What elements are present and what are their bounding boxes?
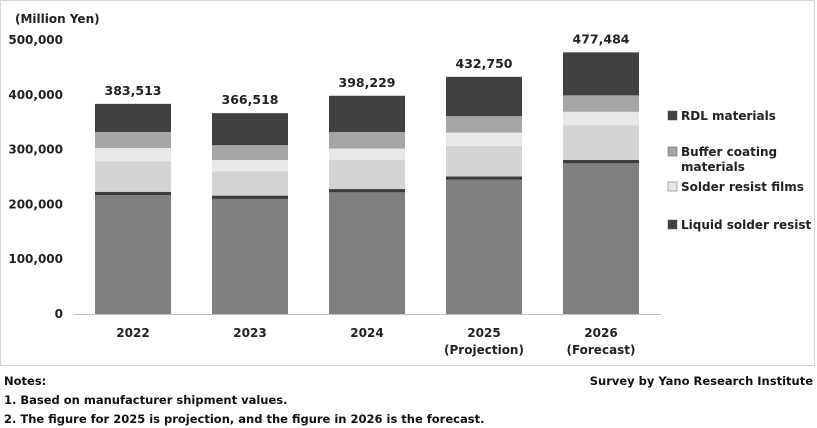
bar-segment (446, 76, 522, 117)
bar-segment (563, 95, 639, 112)
bar-total-label: 366,518 (222, 92, 279, 107)
x-category-label: 2025 (467, 326, 500, 340)
legend-swatch (667, 181, 678, 192)
bar-segment (446, 176, 522, 180)
bar-segment (95, 132, 171, 148)
bar-segment (329, 160, 405, 190)
legend-label-cont: materials (681, 160, 745, 174)
bar-segment (563, 125, 639, 161)
bar-segment (95, 147, 171, 162)
bar-segment (212, 198, 288, 314)
note-line-1: 1. Based on manufacturer shipment values… (4, 393, 288, 407)
bar-segment (212, 113, 288, 146)
bar-segment (95, 191, 171, 196)
bar-segment (95, 103, 171, 133)
bar-segment (446, 179, 522, 314)
bar-segment (563, 52, 639, 96)
bar-segment (95, 195, 171, 314)
y-tick-label: 500,000 (8, 33, 63, 47)
x-category-sublabel: (Forecast) (566, 343, 635, 357)
bar-segment (329, 189, 405, 193)
x-category-label: 2023 (233, 326, 266, 340)
bar-segment (563, 111, 639, 126)
bar-total-label: 383,513 (105, 83, 162, 98)
note-line-2: 2. The figure for 2025 is projection, an… (4, 412, 485, 426)
x-category-label: 2026 (584, 326, 617, 340)
bar-segment (563, 163, 639, 314)
bar-segment (329, 95, 405, 133)
notes-heading: Notes: (4, 374, 47, 388)
x-category-label: 2022 (116, 326, 149, 340)
bar-segment (563, 160, 639, 164)
bar-total-label: 432,750 (456, 56, 513, 71)
bar-total-label: 477,484 (573, 31, 630, 46)
bar-segment (446, 116, 522, 133)
legend-swatch (667, 219, 678, 230)
bar-segment (212, 195, 288, 199)
bar-segment (212, 145, 288, 161)
x-category-label: 2024 (350, 326, 383, 340)
bar-segment (212, 171, 288, 196)
legend-swatch (667, 146, 678, 157)
chart-frame: (Million Yen) 0 100,000 200,000 300,000 400,0… (0, 0, 815, 366)
bar-segment (95, 161, 171, 192)
legend-swatch (667, 110, 678, 121)
bar-segment (329, 148, 405, 161)
legend-label: Buffer coating (681, 145, 777, 159)
source-credit: Survey by Yano Research Institute (589, 374, 813, 388)
y-tick-label: 400,000 (8, 88, 63, 102)
bar-segment (212, 160, 288, 172)
market-size-chart: (Million Yen) 0 100,000 200,000 300,000 400,0… (8, 12, 812, 357)
y-tick-label: 300,000 (8, 143, 63, 157)
unit-label: (Million Yen) (15, 12, 100, 26)
y-tick-label: 100,000 (8, 252, 63, 266)
legend-label: Liquid solder resist (681, 218, 812, 232)
bar-total-label: 398,229 (339, 75, 396, 90)
bar-segment (329, 192, 405, 314)
bar-segment (446, 145, 522, 177)
bar-segment (446, 132, 522, 146)
x-category-sublabel: (Projection) (444, 343, 524, 357)
legend-label: RDL materials (681, 109, 776, 123)
y-tick-label: 0 (55, 307, 63, 321)
legend-label: Solder resist films (681, 180, 804, 194)
bar-segment (329, 132, 405, 149)
y-tick-label: 200,000 (8, 197, 63, 211)
